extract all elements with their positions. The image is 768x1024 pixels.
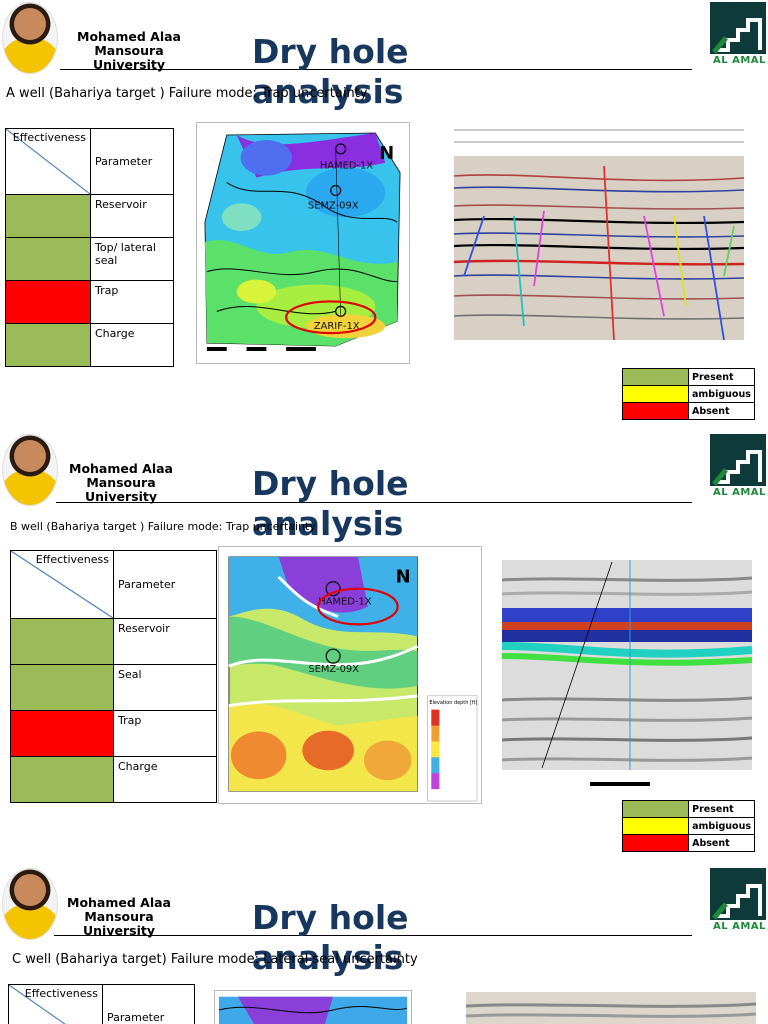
- header-effectiveness: Effectiveness: [35, 553, 109, 566]
- map-well-label: HAMED-1X: [318, 597, 372, 608]
- author-affiliation-line: University: [85, 489, 157, 504]
- logo-text: AL AMAL: [713, 921, 766, 932]
- legend-swatch-present: [621, 800, 690, 818]
- header-parameter-label: Parameter: [107, 1011, 165, 1024]
- status-cell-charge: [10, 756, 114, 803]
- map-well-label: SEMZ-09X: [308, 200, 359, 211]
- map-well-label: ZARIF-1X: [314, 321, 360, 332]
- author-name-line: Mohamed Alaa: [77, 29, 181, 44]
- al-amal-logo-icon: [710, 2, 766, 54]
- author-affiliation-line: Mansoura: [86, 475, 156, 490]
- slide-title: Dry hole analysis: [252, 898, 409, 977]
- structure-contour-map: HAMED-1X SEMZ-09X ZARIF-1X N: [196, 122, 410, 364]
- table-header-corner: Effectiveness: [10, 550, 114, 619]
- depth-contour-map: HAMED-1X SEMZ-09X N Elevation depth [ft]: [218, 546, 482, 804]
- effectiveness-table: Effectiveness Parameter: [8, 984, 195, 1024]
- status-cell-seal: [5, 237, 91, 281]
- al-amal-logo-icon: [710, 434, 766, 486]
- row-label: Trap: [113, 710, 217, 757]
- author-avatar: [2, 434, 58, 506]
- status-cell-reservoir: [10, 618, 114, 665]
- author-affiliation-line: Mansoura: [84, 909, 154, 924]
- header-parameter: Parameter: [113, 550, 217, 619]
- north-arrow-icon: N: [396, 567, 411, 588]
- header-parameter-label: Parameter: [118, 578, 176, 591]
- row-label: Trap: [90, 280, 174, 324]
- legend-label: Present: [688, 800, 755, 818]
- header-rule: [56, 502, 692, 503]
- legend-swatch-ambiguous: [622, 385, 689, 403]
- diagonal-divider: [9, 985, 66, 1024]
- header-effectiveness: Effectiveness: [24, 987, 98, 1000]
- header-parameter: Parameter: [102, 984, 195, 1024]
- logo-text: AL AMAL: [713, 55, 766, 66]
- status-cell-charge: [5, 323, 91, 367]
- slide-subtitle: A well (Bahariya target ) Failure mode: …: [6, 86, 368, 101]
- legend-label: ambiguous: [688, 817, 755, 835]
- author-name-line: Mohamed Alaa: [67, 895, 171, 910]
- author-avatar: [2, 868, 58, 940]
- slide-a: Mohamed Alaa Mansoura University Dry hol…: [0, 0, 768, 430]
- table-header-corner: Effectiveness: [5, 128, 91, 195]
- status-cell-trap: [5, 280, 91, 324]
- header-effectiveness: Effectiveness: [12, 131, 86, 144]
- logo-text: AL AMAL: [713, 487, 766, 498]
- author-affiliation-line: Mansoura: [94, 43, 164, 58]
- map-well-label: SEMZ-09X: [308, 664, 359, 675]
- legend-label: Absent: [688, 402, 755, 420]
- table-header-corner: Effectiveness: [8, 984, 103, 1024]
- effectiveness-table: Effectiveness Parameter Reservoir Seal T…: [10, 550, 217, 803]
- slide-subtitle: C well (Bahariya target) Failure mode: L…: [12, 952, 418, 967]
- slide-subtitle: B well (Bahariya target ) Failure mode: …: [10, 520, 316, 533]
- diagonal-divider: [11, 551, 113, 618]
- legend-swatch-ambiguous: [621, 817, 690, 835]
- slide-title: Dry hole analysis: [252, 464, 409, 543]
- seismic-section: [424, 116, 768, 342]
- legend-table: Present ambiguous Absent: [621, 800, 755, 852]
- row-label: Charge: [90, 323, 174, 367]
- status-cell-trap: [10, 710, 114, 757]
- status-cell-reservoir: [5, 194, 91, 238]
- north-arrow-icon: N: [379, 143, 394, 164]
- map-well-label: HAMED-1X: [320, 161, 373, 172]
- legend-swatch-absent: [622, 402, 689, 420]
- effectiveness-table: Effectiveness Parameter Reservoir Top/ l…: [5, 128, 174, 367]
- slide-title: Dry hole analysis: [252, 32, 409, 111]
- author-affiliation-line: University: [93, 57, 165, 72]
- header-parameter-label: Parameter: [95, 155, 153, 168]
- header-parameter: Parameter: [90, 128, 174, 195]
- row-label: Reservoir: [90, 194, 174, 238]
- al-amal-logo-icon: [710, 868, 766, 920]
- status-cell-seal: [10, 664, 114, 711]
- legend-swatch-present: [622, 368, 689, 386]
- row-label: Seal: [113, 664, 217, 711]
- diagonal-divider: [6, 129, 90, 194]
- author-avatar: [2, 2, 58, 74]
- seismic-section: [490, 550, 760, 802]
- slide-c: Mohamed Alaa Mansoura University Dry hol…: [0, 866, 768, 1024]
- row-label: Reservoir: [113, 618, 217, 665]
- legend-table: Present ambiguous Absent: [622, 368, 755, 420]
- structure-contour-map: [214, 990, 412, 1024]
- row-label: Charge: [113, 756, 217, 803]
- slide-b: Mohamed Alaa Mansoura University Dry hol…: [0, 432, 768, 862]
- map-legend-title: Elevation depth [ft]: [429, 700, 477, 706]
- row-label: Top/ lateral seal: [90, 237, 174, 281]
- legend-label: Present: [688, 368, 755, 386]
- author-name: Mohamed Alaa Mansoura University: [56, 462, 186, 504]
- header-rule: [54, 935, 692, 936]
- author-name: Mohamed Alaa Mansoura University: [54, 896, 184, 938]
- author-name-line: Mohamed Alaa: [69, 461, 173, 476]
- header-rule: [60, 69, 692, 70]
- legend-swatch-absent: [621, 834, 690, 852]
- seismic-section: [466, 978, 756, 1024]
- legend-label: ambiguous: [688, 385, 755, 403]
- author-name: Mohamed Alaa Mansoura University: [64, 30, 194, 72]
- legend-label: Absent: [688, 834, 755, 852]
- author-affiliation-line: University: [83, 923, 155, 938]
